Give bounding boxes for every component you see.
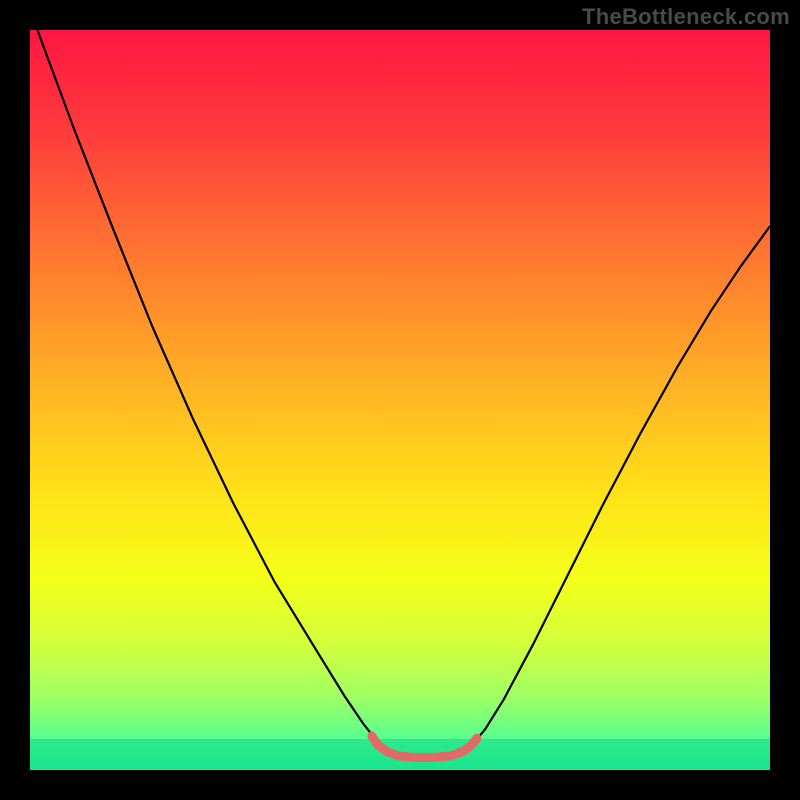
chart-container: TheBottleneck.com: [0, 0, 800, 800]
bottleneck-chart: [0, 0, 800, 800]
watermark-text: TheBottleneck.com: [582, 4, 790, 30]
